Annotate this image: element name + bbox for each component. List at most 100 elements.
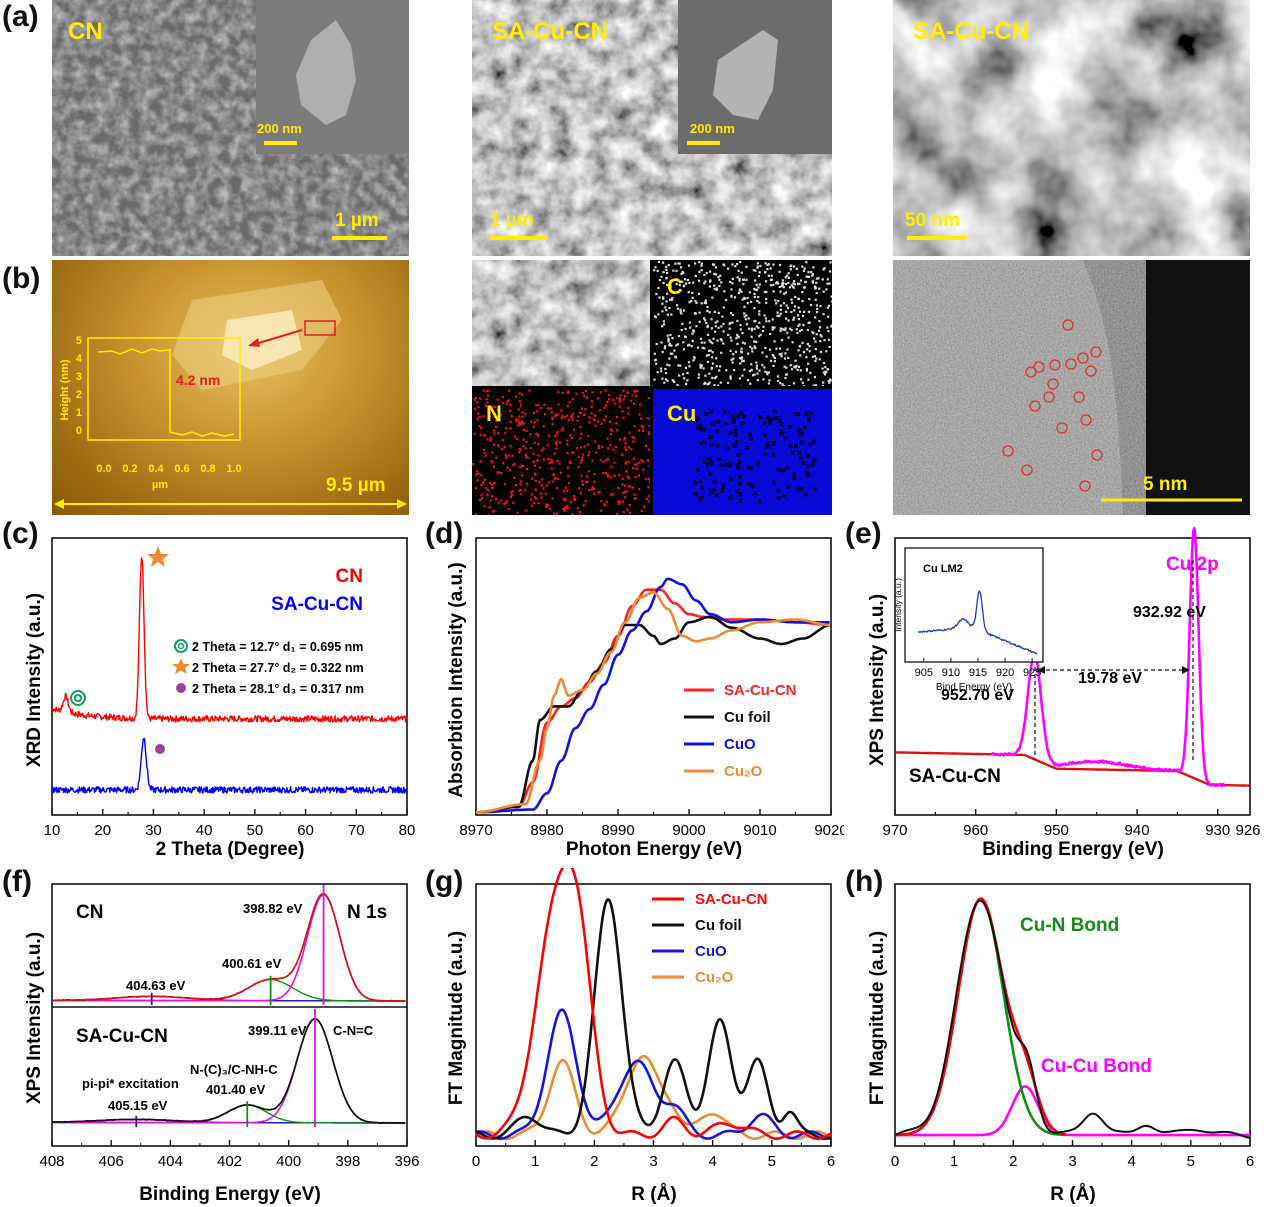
eds-dot — [665, 277, 668, 280]
eds-dot — [573, 495, 576, 498]
eds-dot — [535, 432, 538, 435]
eds-dot — [823, 361, 826, 365]
eds-dot — [783, 328, 786, 332]
eds-dot — [728, 327, 731, 330]
chart-e-inset-tick-label: 925 — [1023, 667, 1041, 679]
eds-dot — [805, 275, 808, 278]
eds-dot — [483, 448, 486, 451]
eds-dot — [485, 397, 488, 400]
sem-image-sacu: SA-Cu-CN 200 nm 1 µm — [472, 0, 832, 256]
eds-dot — [547, 434, 550, 437]
eds-dot — [686, 278, 689, 282]
eds-dot — [703, 347, 706, 350]
eds-dot — [495, 456, 498, 459]
eds-dot — [494, 406, 497, 409]
eds-dot — [799, 279, 803, 282]
eds-dot — [722, 306, 725, 309]
sem-sacu-scale: 1 µm — [490, 210, 534, 231]
eds-dot — [581, 453, 584, 456]
eds-dot — [713, 284, 716, 287]
eds-dot — [662, 320, 665, 323]
eds-dot — [765, 320, 768, 323]
eds-dot — [725, 446, 730, 451]
eds-dot — [795, 328, 798, 331]
eds-dot — [572, 451, 575, 454]
eds-dot — [603, 406, 606, 409]
eds-dot — [488, 413, 491, 416]
eds-dot — [788, 286, 792, 289]
eds-dot — [648, 431, 651, 434]
eds-dot — [510, 494, 513, 497]
eds-dot — [556, 413, 559, 416]
eds-dot — [766, 373, 769, 376]
eds-dot — [602, 460, 605, 463]
eds-dot — [477, 472, 480, 475]
eds-dot — [706, 305, 709, 308]
eds-dot — [784, 283, 787, 286]
eds-dot — [694, 274, 697, 278]
eds-dot — [794, 444, 798, 449]
eds-dot — [624, 462, 627, 465]
chart-c-note-3: 2 Theta = 28.1° d₃ = 0.317 nm — [192, 682, 364, 696]
eds-dot — [717, 326, 720, 329]
eds-dot — [794, 366, 797, 369]
eds-dot — [776, 375, 780, 378]
chart-d-ylabel: Absorbtion Intensity (a.u.) — [446, 562, 467, 797]
eds-dot — [578, 487, 581, 490]
eds-dot — [700, 341, 703, 344]
chart-e-frame — [894, 537, 1251, 816]
eds-dot — [625, 490, 628, 493]
eds-dot — [515, 395, 518, 398]
eds-dot — [656, 371, 659, 374]
eds-dot — [783, 365, 786, 368]
eds-dot — [690, 300, 693, 303]
eds-dot — [525, 455, 528, 458]
chart-h-bond2: Cu-Cu Bond — [1041, 1056, 1152, 1077]
eds-dot — [796, 282, 800, 285]
eds-dot — [738, 492, 743, 497]
chart-h-xtick-label: 3 — [1068, 1153, 1076, 1170]
eds-dot — [691, 296, 694, 299]
eds-dot — [753, 307, 756, 310]
eds-dot — [500, 472, 503, 475]
eds-dot — [802, 385, 805, 388]
eds-dot — [797, 318, 800, 321]
eds-dot — [638, 429, 641, 432]
sem-sacu-inset-scale: 200 nm — [690, 121, 735, 136]
eds-dot — [484, 454, 487, 457]
eds-dot — [733, 428, 738, 433]
eds-dot — [773, 360, 776, 363]
eds-dot — [784, 291, 787, 294]
eds-dot — [791, 301, 794, 304]
eds-dot — [514, 435, 517, 438]
eds-dot — [807, 378, 810, 381]
eds-dot — [604, 404, 607, 407]
eds-dot — [608, 394, 611, 397]
eds-dot — [485, 487, 488, 490]
eds-dot — [617, 486, 620, 490]
eds-dot — [665, 309, 668, 312]
eds-dot — [746, 465, 751, 470]
eds-dot — [648, 477, 651, 480]
eds-dot — [618, 401, 621, 404]
eds-dot — [735, 337, 738, 340]
eds-dot — [640, 425, 643, 428]
eds-dot — [629, 511, 632, 515]
eds-dot — [502, 462, 505, 465]
eds-dot — [772, 283, 775, 287]
eds-dot — [756, 461, 761, 466]
eds-dot — [613, 474, 616, 477]
eds-dot — [814, 298, 817, 301]
eds-dot — [571, 419, 574, 422]
eds-dot — [718, 278, 721, 281]
eds-dot — [810, 271, 813, 274]
eds-dot — [609, 420, 612, 423]
eds-dot — [745, 265, 748, 268]
eds-dot — [581, 459, 584, 462]
eds-dot — [798, 323, 801, 326]
eds-dot — [758, 335, 761, 338]
eds-dot — [606, 400, 609, 403]
chart-g-series-Cu₂O — [475, 1054, 832, 1141]
eds-dot — [754, 269, 757, 272]
eds-dot — [687, 291, 690, 294]
